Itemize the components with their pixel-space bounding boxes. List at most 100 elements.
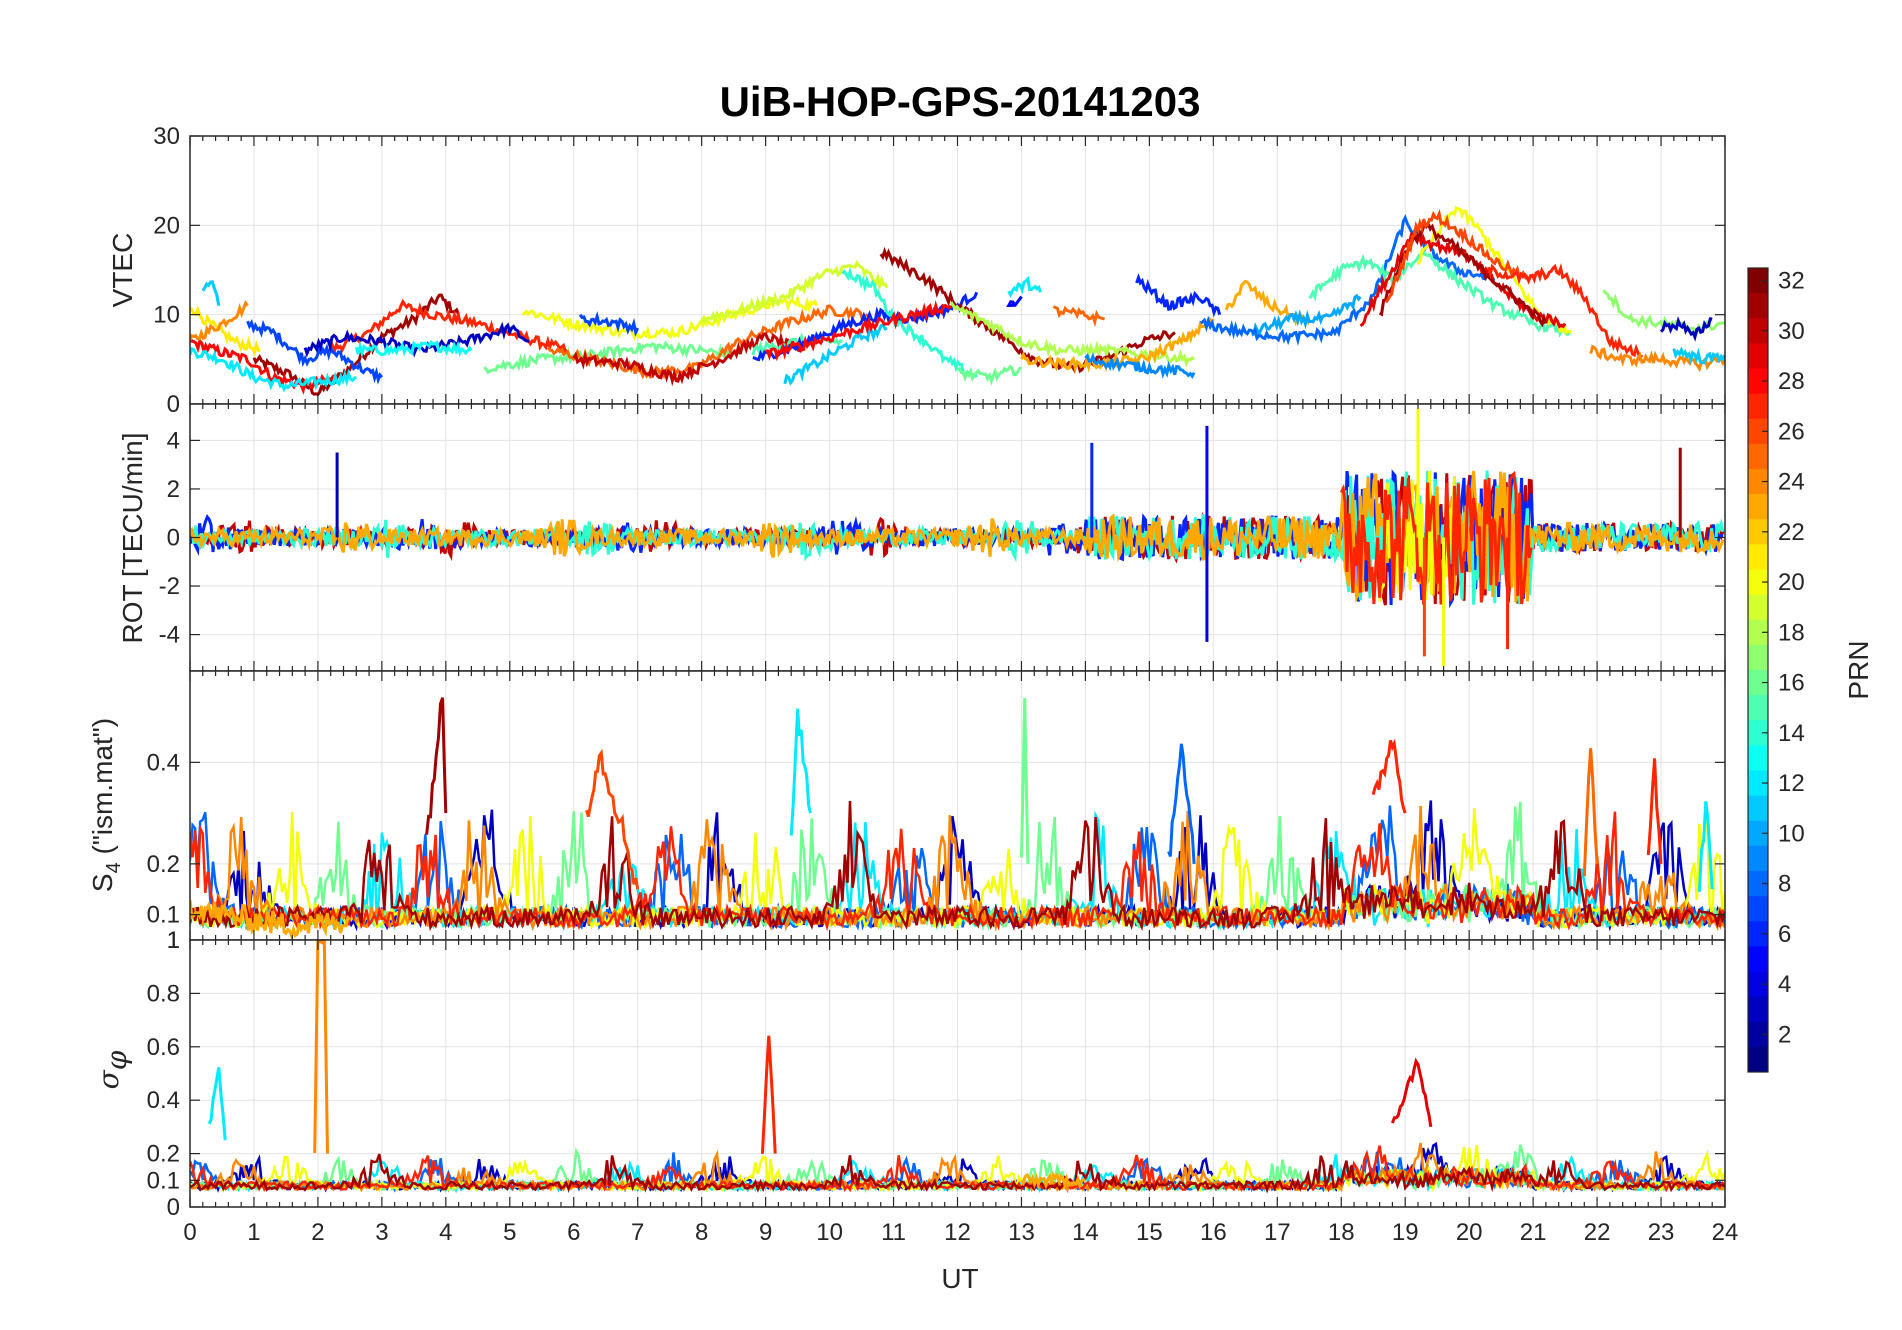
x-tick-label-1: 1: [247, 1219, 260, 1246]
vtec-series-prn-27-1: [329, 298, 569, 356]
s4-top-tick: 1: [167, 927, 180, 954]
rot-ytick-label-4: 4: [167, 427, 180, 454]
colorbar-band-30: [1748, 318, 1768, 344]
vtec-series-prn-25-12: [546, 304, 869, 380]
s4-series-prn-12-9: [1697, 801, 1714, 892]
vtec-series-prn-7-13: [578, 311, 640, 337]
sigma-series-prn-27-1: [760, 1035, 777, 1154]
colorbar-tick-label-10: 22: [1778, 519, 1805, 546]
s4-ytick-label-0: 0.1: [147, 902, 180, 929]
panel-rot: -4 -2 0 2 4: [159, 403, 1726, 672]
x-tick-label-15: 15: [1136, 1219, 1163, 1246]
x-tick-label-4: 4: [439, 1219, 452, 1246]
vtec-ytick-label-3: 30: [153, 123, 180, 150]
vtec-series-prn-28-2: [190, 337, 339, 395]
sigma-xticks: [189, 940, 1726, 1207]
panel-sigma: 00.10.2 0.4 0.6 0.8 1: [147, 927, 1726, 1221]
colorbar-band-6: [1748, 921, 1768, 947]
colorbar-tick-label-5: 12: [1778, 770, 1805, 797]
colorbar-band-5: [1748, 946, 1768, 972]
vtec-series-prn-11-18: [783, 323, 888, 386]
s4-ylabel-rest: ("ism.mat"): [87, 718, 118, 862]
vtec-series-prn-10-31: [1251, 293, 1362, 337]
vtec-series-prn-27-38: [1486, 263, 1644, 362]
colorbar-tick-label-7: 16: [1778, 670, 1805, 697]
s4-noise-prn-27: [190, 811, 1725, 932]
vtec-ytick-label-1: 10: [153, 302, 180, 329]
s4-ylabel-main: S: [87, 873, 118, 892]
colorbar-band-10: [1748, 820, 1768, 847]
x-tick-label-12: 12: [944, 1219, 971, 1246]
colorbar-band-22: [1748, 519, 1768, 545]
vtec-series-prn-16-24: [956, 364, 1022, 386]
sigma-plot: [190, 940, 1725, 1194]
s4-ytick-label-1: 0.2: [147, 851, 180, 878]
colorbar-band-31: [1748, 293, 1768, 319]
s4-series-prn-12-3: [789, 708, 812, 836]
colorbar-band-25: [1748, 443, 1768, 470]
colorbar-band-3: [1748, 996, 1768, 1023]
vtec-series-prn-11-42: [1672, 346, 1725, 365]
x-tick-label-21: 21: [1520, 1219, 1547, 1246]
x-tick-label-14: 14: [1072, 1219, 1099, 1246]
x-tick-label-11: 11: [881, 1219, 906, 1246]
s4-plot: [190, 697, 1725, 940]
vtec-series-prn-20-10: [521, 294, 819, 342]
vtec-ytick-label-0: 0: [167, 391, 180, 418]
vtec-series-prn-11-6: [201, 280, 221, 306]
x-tick-label-2: 2: [311, 1219, 324, 1246]
rot-ytick-label-3: 2: [167, 476, 180, 503]
s4-xticks: [189, 671, 1726, 940]
s4-ytick-label-2: 0.4: [147, 749, 180, 776]
vtec-series-prn-31-0: [252, 293, 460, 397]
x-tick-label-10: 10: [816, 1219, 843, 1246]
colorbar-band-11: [1748, 795, 1768, 822]
rot-plot: [190, 408, 1725, 667]
colorbar-band-1: [1748, 1046, 1768, 1073]
s4-noise-prn-31: [190, 800, 1725, 932]
vtec-series-prn-8-32: [1200, 214, 1496, 347]
rot-ytick-label-2: 0: [167, 525, 180, 552]
vtec-series-prn-9-26: [1084, 352, 1196, 379]
vtec-series-prn-28-21: [765, 300, 953, 362]
s4-series-prn-27-8: [1646, 758, 1663, 864]
x-tick-label-5: 5: [503, 1219, 516, 1246]
vtec-series-prn-12-5: [190, 347, 357, 393]
colorbar-band-29: [1748, 343, 1768, 369]
vtec-series-prn-30-14: [572, 331, 806, 387]
colorbar-tick-label-3: 8: [1778, 871, 1791, 898]
s4-series-prn-8-5: [1167, 743, 1196, 864]
colorbar-band-17: [1748, 644, 1768, 671]
s4-series-prn-27-6: [1371, 738, 1407, 814]
colorbar-tick-label-12: 26: [1778, 418, 1805, 445]
x-tick-label-13: 13: [1008, 1219, 1035, 1246]
vtec-series-prn-25-28: [1052, 305, 1106, 328]
vtec-series-prn-13-9: [354, 339, 473, 359]
sigma-ytick-label-2: 0.2: [147, 1141, 180, 1168]
colorbar-band-32: [1748, 268, 1768, 294]
s4-series-prn-23-0: [190, 899, 351, 940]
colorbar-tick-label-6: 14: [1778, 720, 1805, 747]
vtec-ylabel: VTEC: [107, 233, 138, 308]
colorbar-band-20: [1748, 569, 1768, 596]
sigma-ytick-label-6: 1: [167, 927, 180, 954]
colorbar-band-14: [1748, 720, 1768, 746]
vtec-xticks: [189, 136, 1726, 404]
vtec-series-prn-15-33: [1308, 247, 1572, 339]
colorbar-band-19: [1748, 594, 1768, 621]
x-tick-label-24: 24: [1712, 1219, 1739, 1246]
sigma-noise-prn-31: [190, 1153, 1725, 1194]
sigma-series-prn-12-3: [207, 1067, 227, 1141]
x-tick-label-9: 9: [759, 1219, 772, 1246]
x-tick-label-18: 18: [1328, 1219, 1355, 1246]
colorbar-frame: [1747, 267, 1769, 1073]
sigma-ytick-label-5: 0.8: [147, 980, 180, 1007]
colorbar-band-8: [1748, 871, 1768, 897]
colorbar-tick-label-2: 6: [1778, 921, 1791, 948]
x-axis: 0 1 2 3 4 5 6 7 8 9 10 11 12 13 14 15 16 17 18 19 20 21 22 23 24: [183, 1219, 1738, 1246]
x-tick-label-20: 20: [1456, 1219, 1483, 1246]
colorbar-tick-label-0: 2: [1778, 1021, 1791, 1048]
